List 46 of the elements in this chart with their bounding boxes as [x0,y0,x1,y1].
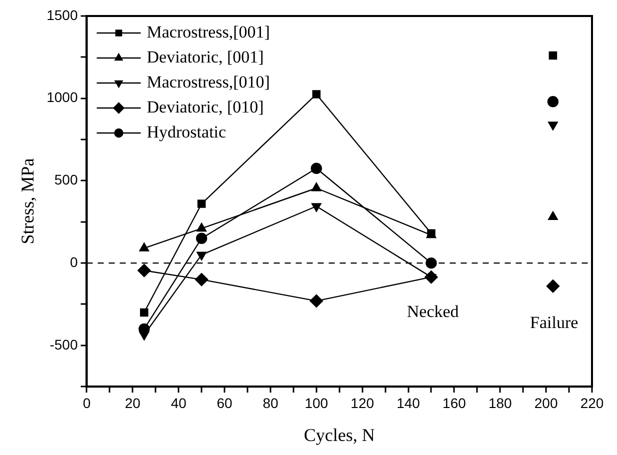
point [197,200,206,208]
x-tick-label: 60 [216,394,233,411]
y-tick-label: 500 [54,172,78,188]
x-tick-label: 160 [442,394,466,411]
x-tick-label: 140 [396,394,420,411]
legend-label: Hydrostatic [146,122,227,142]
y-tick-label: 0 [70,254,78,270]
point [311,182,322,192]
point [196,252,207,260]
point [139,242,150,252]
annotation: Failure [530,313,578,332]
x-tick-label: 220 [580,394,604,411]
point [548,122,558,130]
x-tick-label: 40 [170,394,187,411]
legend-label: Deviatoric, [010] [146,97,264,116]
x-tick-label: 120 [350,394,374,411]
x-tick-label: 20 [124,394,141,411]
point [311,203,322,212]
x-tick-label: 200 [534,394,558,411]
x-tick-label: 0 [82,394,91,411]
point [140,308,148,317]
point [196,232,208,244]
point [310,294,324,308]
point [547,96,559,108]
x-tick-label: 100 [304,394,328,411]
y-axis-title: Stress, MPa [18,158,38,244]
point [194,272,208,286]
y-tick-label: 1500 [46,6,78,23]
y-tick-label: 1000 [46,89,78,106]
legend-label: Macrostress,[001] [146,22,270,42]
annotation: Necked [406,302,460,321]
x-tick-label: 80 [262,394,278,411]
point [548,211,558,220]
legend-label: Macrostress,[010] [146,72,270,92]
point [138,264,151,278]
point [139,332,150,340]
legend-label: Deviatoric, [001] [146,47,264,66]
point [426,257,437,269]
x-tick-label: 180 [488,394,512,411]
x-axis-title: Cycles, N [304,424,375,445]
point [310,162,322,174]
point [312,90,321,98]
point [196,222,207,232]
point [546,280,560,293]
point [548,51,558,60]
y-tick-label: -500 [50,336,78,352]
